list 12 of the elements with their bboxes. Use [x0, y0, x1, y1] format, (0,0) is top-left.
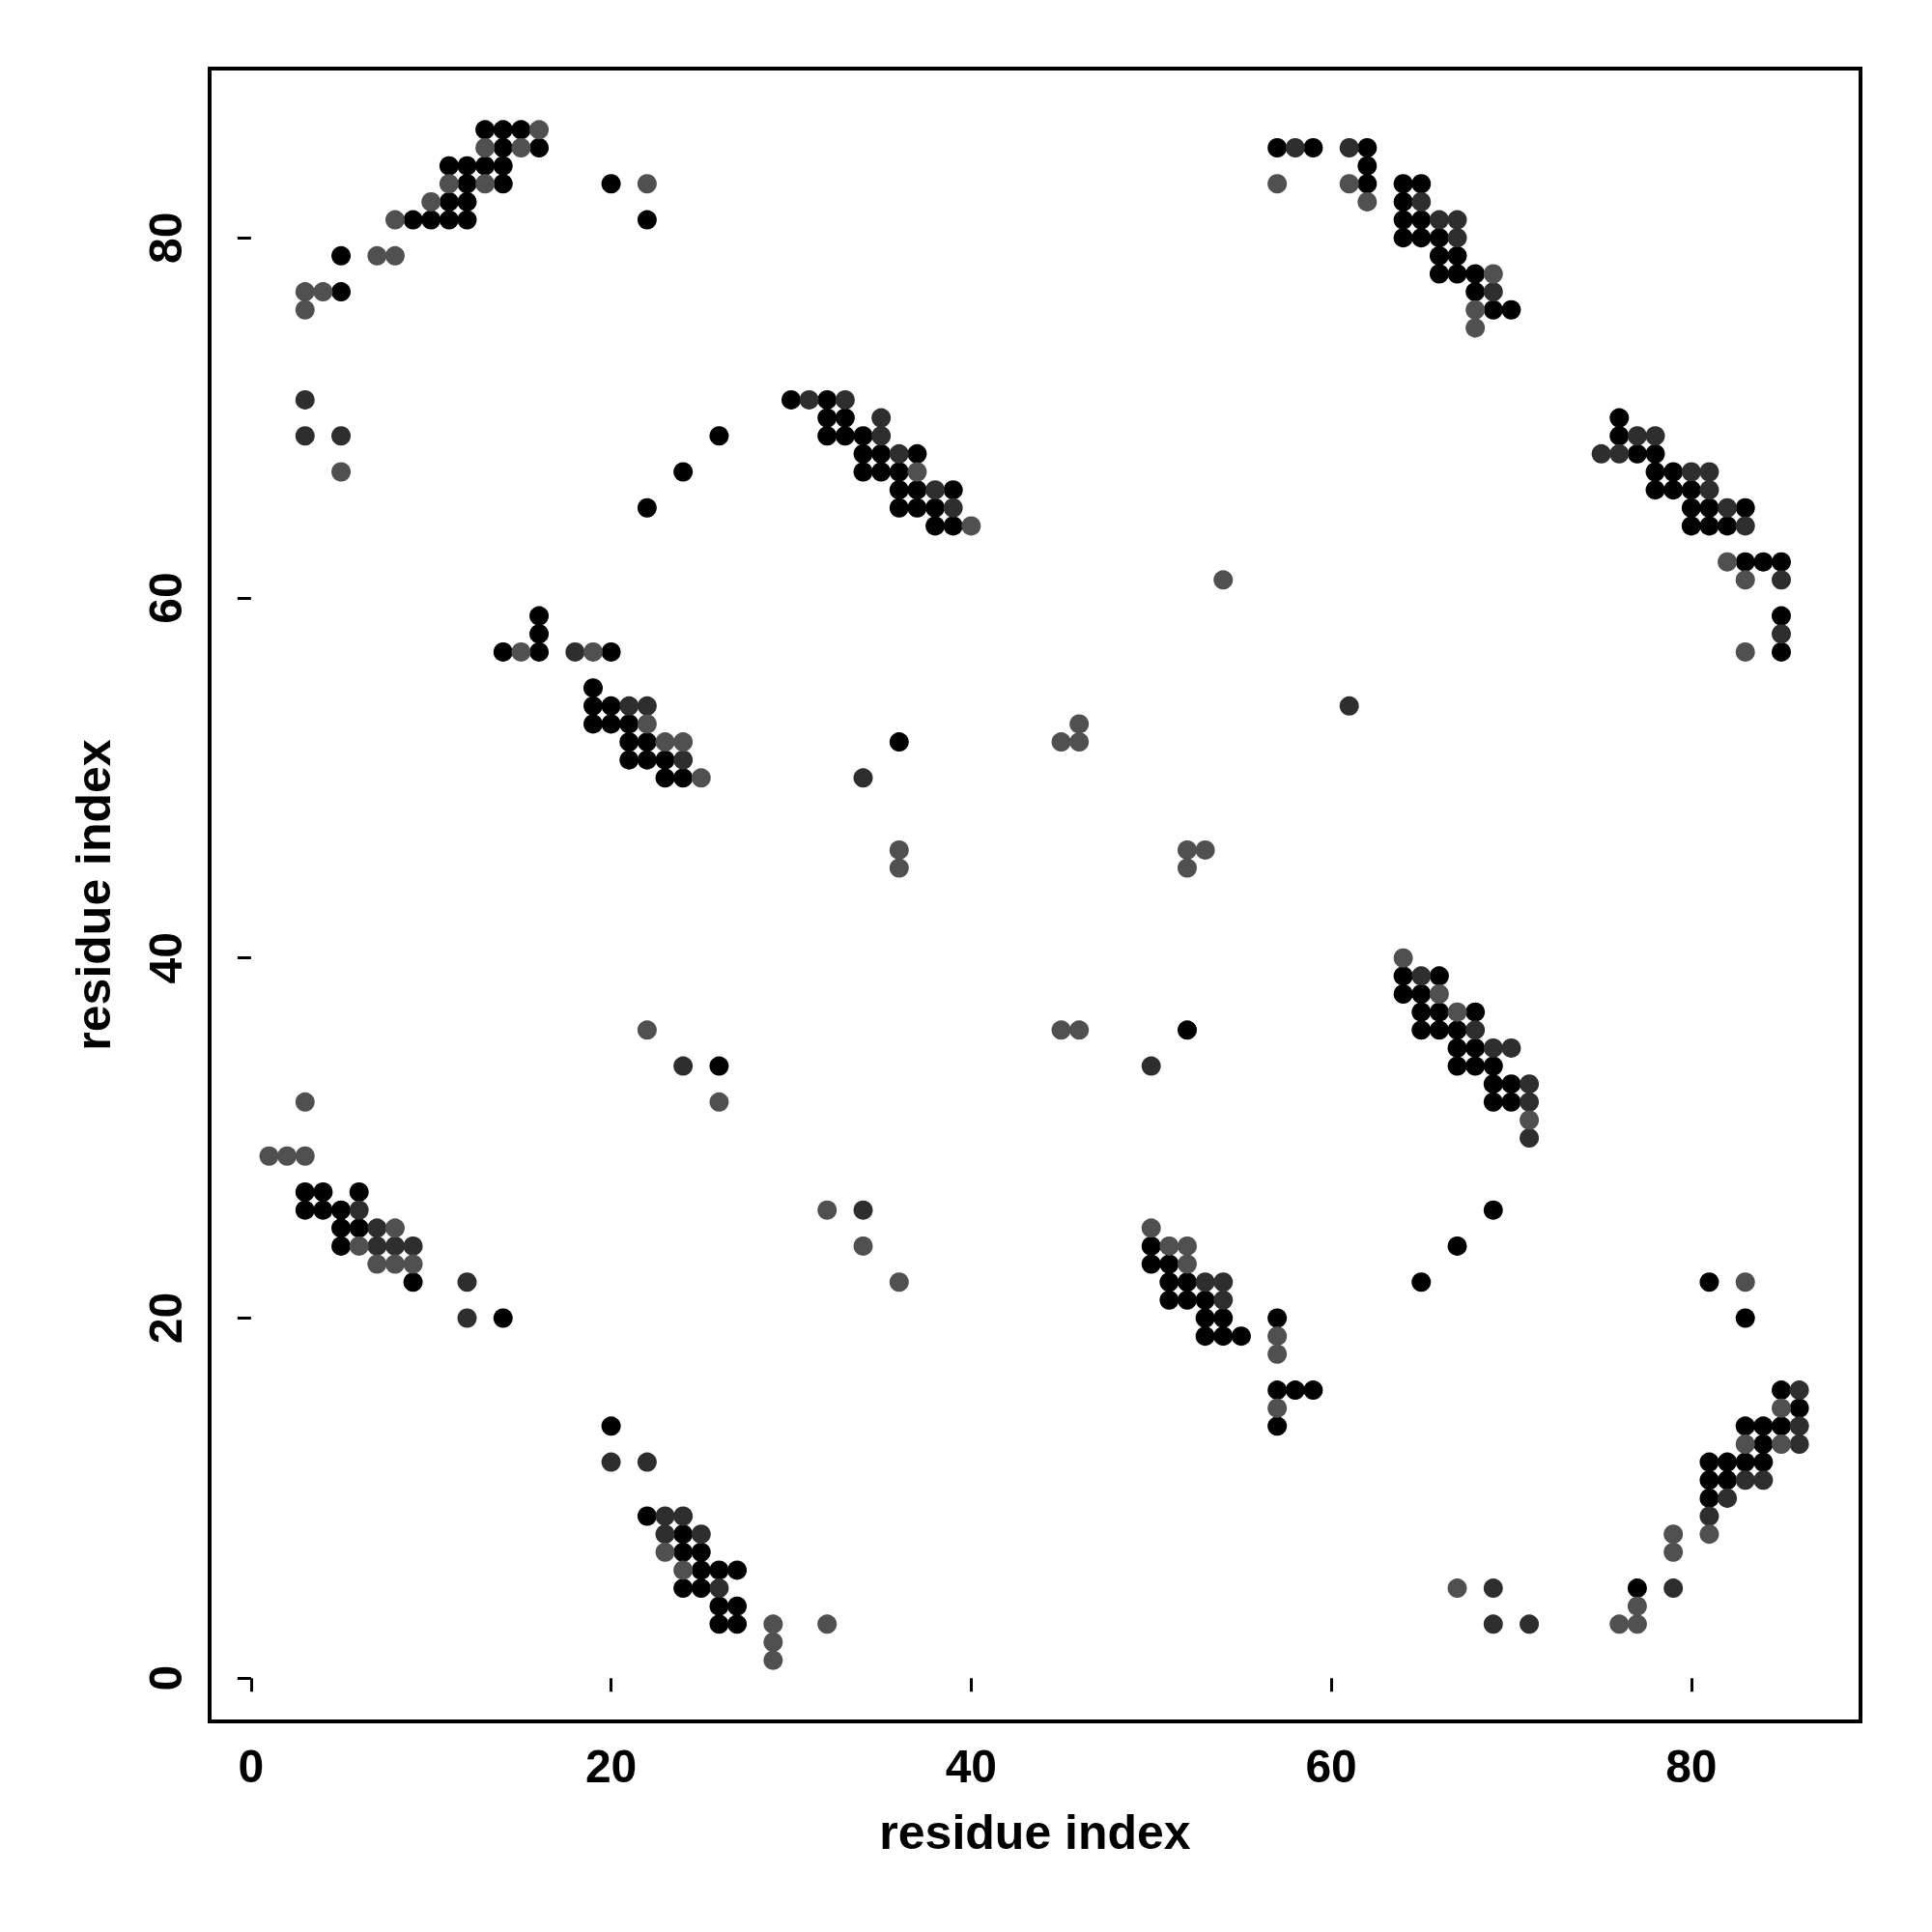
x-tick-label: 40	[945, 1740, 998, 1792]
x-tick-label: 80	[1665, 1740, 1718, 1792]
x-axis-title: residue index	[879, 1805, 1191, 1860]
y-tick-label: 40	[139, 932, 191, 984]
y-tick-label: 80	[139, 212, 191, 264]
y-tick-label: 60	[139, 572, 191, 624]
y-tick-label: 0	[139, 1664, 191, 1691]
x-tick-label: 20	[584, 1740, 638, 1792]
x-tick-label: 60	[1305, 1740, 1357, 1792]
x-tick-label: 0	[238, 1740, 265, 1792]
y-tick-label: 20	[139, 1292, 191, 1345]
y-axis-title: residue index	[67, 739, 121, 1051]
